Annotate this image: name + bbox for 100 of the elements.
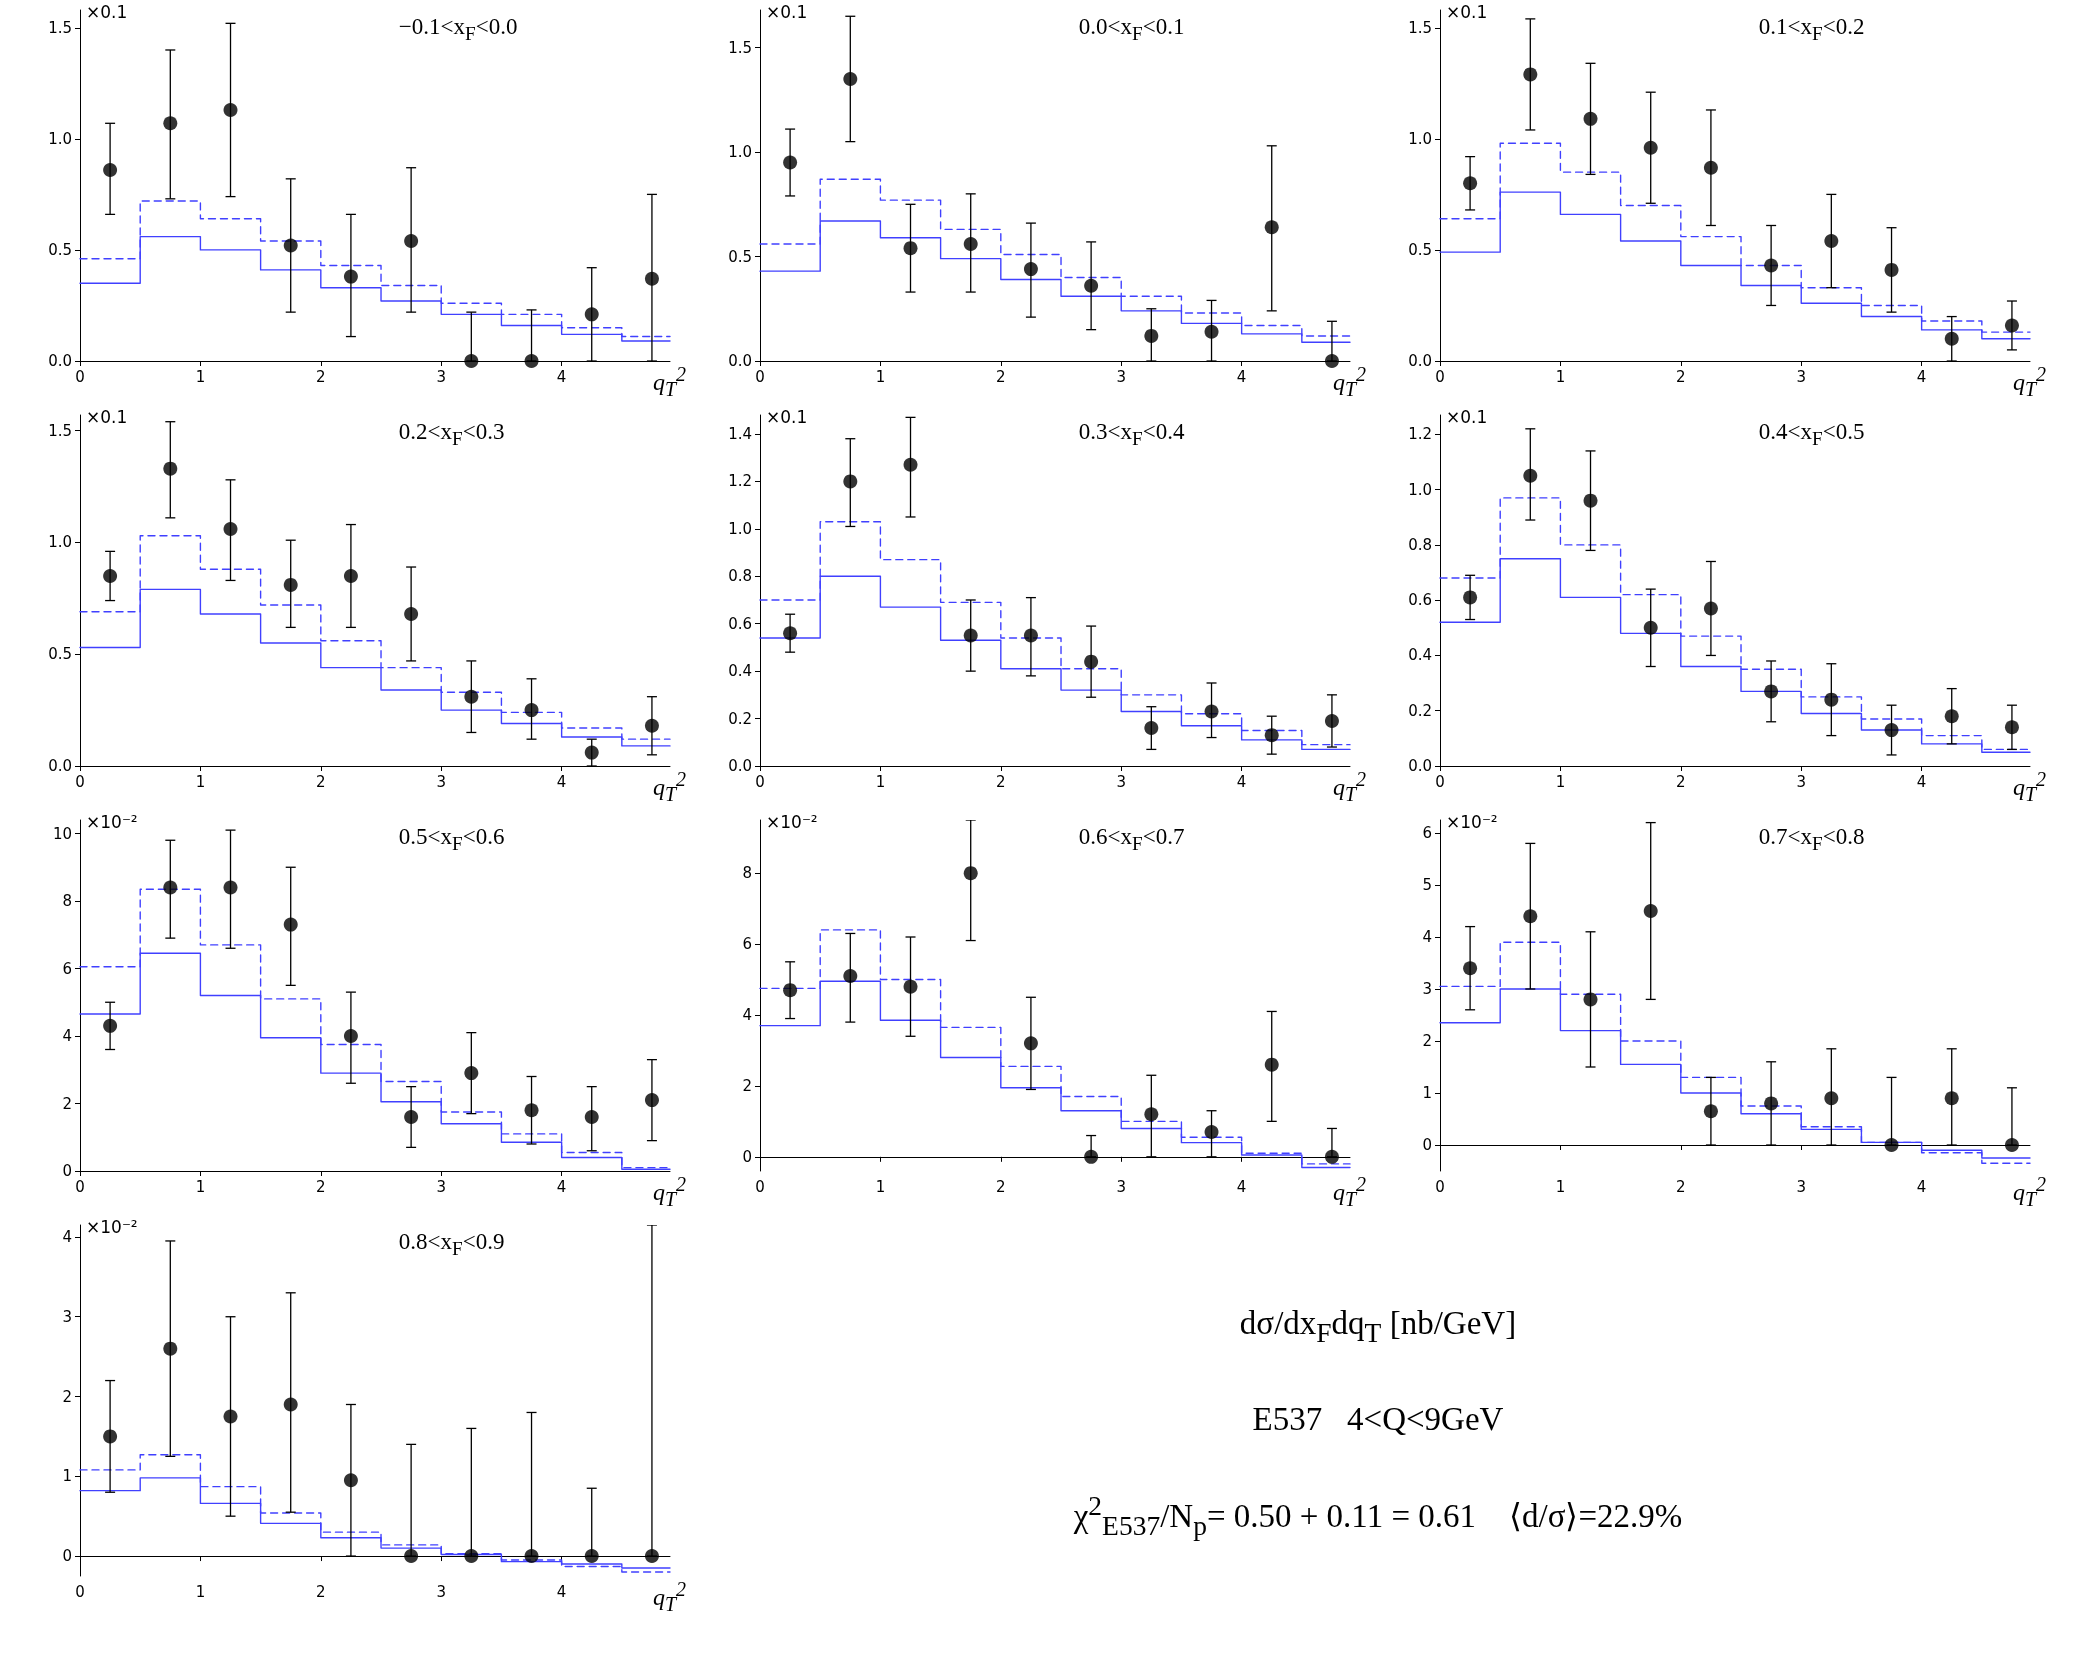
y-tick-label: 1.0 bbox=[728, 143, 752, 162]
point bbox=[1264, 220, 1279, 235]
y-tick-label: 0.5 bbox=[728, 247, 752, 266]
y-tick-label: 0.2 bbox=[728, 709, 752, 728]
y-tick-label: 1.2 bbox=[1408, 425, 1432, 444]
y-tick-label: 0 bbox=[742, 1147, 752, 1166]
point bbox=[584, 1110, 599, 1124]
y-tick-label: 0.0 bbox=[48, 757, 72, 775]
y-axis-title: ×0.1 bbox=[86, 2, 128, 22]
point bbox=[1764, 1096, 1779, 1111]
x-tick-label: 3 bbox=[1116, 772, 1126, 791]
point bbox=[2004, 720, 2019, 735]
text: χ$^{2}$$_{E537}$/N$_{p}$= 0.50 + 0.11 = 0.61 ⟨d/σ⟩=22.9% bbox=[1072, 1489, 1684, 1542]
point bbox=[1824, 692, 1839, 707]
point bbox=[163, 1341, 178, 1356]
x-tick-label: 4 bbox=[1236, 1177, 1247, 1196]
point bbox=[163, 880, 178, 895]
y-tick-label: 1.0 bbox=[1408, 480, 1432, 499]
y-tick-label: 0.5 bbox=[1408, 240, 1432, 259]
y-tick-label: 0.0 bbox=[1408, 352, 1432, 370]
y-tick-label: 4 bbox=[62, 1227, 72, 1246]
point bbox=[524, 354, 539, 368]
x-tick-label: 2 bbox=[996, 367, 1006, 386]
x-tick-label: 2 bbox=[1676, 772, 1686, 791]
chart-title: 0.6<x$_{F}$<0.7 bbox=[1078, 824, 1185, 855]
point bbox=[464, 689, 479, 704]
x-tick-label: 3 bbox=[436, 772, 446, 791]
point bbox=[1144, 328, 1159, 343]
x-tick-label: 1 bbox=[1555, 1177, 1566, 1196]
point bbox=[103, 1018, 118, 1033]
x-tick-label: 0 bbox=[75, 1177, 85, 1196]
text: dσ/dx$_{F}$dq$_{T}$ [nb/GeV] bbox=[1238, 1305, 1518, 1349]
point bbox=[223, 522, 238, 537]
x-tick-label: 0 bbox=[75, 772, 85, 791]
y-tick-label: 8 bbox=[62, 892, 72, 910]
point bbox=[103, 568, 118, 583]
point bbox=[1264, 1057, 1279, 1072]
y-tick-label: 3 bbox=[62, 1307, 72, 1326]
y-axis-title: ×10⁻² bbox=[766, 812, 818, 832]
y-tick-label: 1.5 bbox=[48, 18, 72, 37]
point bbox=[464, 354, 479, 368]
point bbox=[843, 71, 858, 86]
point bbox=[1084, 278, 1099, 293]
x-tick-label: 0 bbox=[755, 1177, 765, 1196]
x-tick-label: 2 bbox=[996, 1177, 1006, 1196]
point bbox=[524, 1103, 539, 1118]
point bbox=[404, 1110, 419, 1124]
point bbox=[1204, 704, 1219, 719]
point bbox=[1884, 723, 1899, 738]
point bbox=[343, 568, 358, 583]
point bbox=[1824, 1091, 1839, 1106]
point bbox=[584, 307, 599, 322]
point bbox=[903, 457, 918, 472]
point bbox=[1084, 1149, 1099, 1164]
point bbox=[1023, 262, 1038, 277]
point bbox=[1944, 709, 1959, 724]
point bbox=[223, 880, 238, 895]
x-tick-label: 1 bbox=[875, 772, 886, 791]
y-tick-label: 2 bbox=[1422, 1032, 1432, 1050]
x-tick-label: 0 bbox=[75, 1582, 85, 1601]
x-tick-label: 2 bbox=[996, 772, 1006, 791]
y-tick-label: 6 bbox=[1422, 824, 1432, 842]
y-tick-label: 0.6 bbox=[728, 614, 752, 633]
y-axis-title: ×10⁻² bbox=[86, 812, 138, 832]
y-tick-label: 5 bbox=[1422, 876, 1432, 894]
point bbox=[163, 116, 178, 131]
x-tick-label: 3 bbox=[1116, 367, 1126, 386]
y-tick-label: 6 bbox=[742, 935, 752, 954]
point bbox=[644, 271, 659, 286]
x-tick-label: 3 bbox=[436, 1582, 446, 1601]
point bbox=[103, 162, 118, 177]
point bbox=[404, 1549, 419, 1564]
y-axis-title: ×10⁻² bbox=[86, 1217, 138, 1237]
y-tick-label: 10 bbox=[52, 824, 72, 843]
y-tick-label: 0 bbox=[62, 1547, 72, 1566]
point bbox=[903, 241, 918, 256]
point bbox=[963, 628, 978, 643]
y-tick-label: 0.0 bbox=[1408, 757, 1432, 775]
point bbox=[223, 102, 238, 117]
point bbox=[283, 917, 298, 932]
x-tick-label: 2 bbox=[316, 1177, 326, 1196]
y-axis-title: ×0.1 bbox=[1446, 2, 1488, 22]
point bbox=[1523, 909, 1538, 924]
y-tick-label: 2 bbox=[62, 1387, 72, 1406]
text: E537 4<Q<9GeV bbox=[1251, 1400, 1505, 1438]
point bbox=[1144, 721, 1159, 736]
point bbox=[464, 1066, 479, 1081]
point bbox=[1643, 140, 1658, 155]
point bbox=[644, 1549, 659, 1564]
point bbox=[1944, 331, 1959, 346]
chart-title: −0.1<x$_{F}$<0.0 bbox=[398, 14, 518, 45]
point bbox=[783, 626, 798, 641]
point bbox=[343, 1473, 358, 1488]
y-axis-title: ×0.1 bbox=[766, 2, 808, 22]
y-tick-label: 0.6 bbox=[1408, 591, 1432, 610]
point bbox=[1764, 258, 1779, 273]
y-tick-label: 1 bbox=[62, 1467, 72, 1486]
point bbox=[1583, 493, 1598, 508]
point bbox=[524, 1549, 539, 1564]
chart-title: 0.7<x$_{F}$<0.8 bbox=[1758, 824, 1865, 855]
